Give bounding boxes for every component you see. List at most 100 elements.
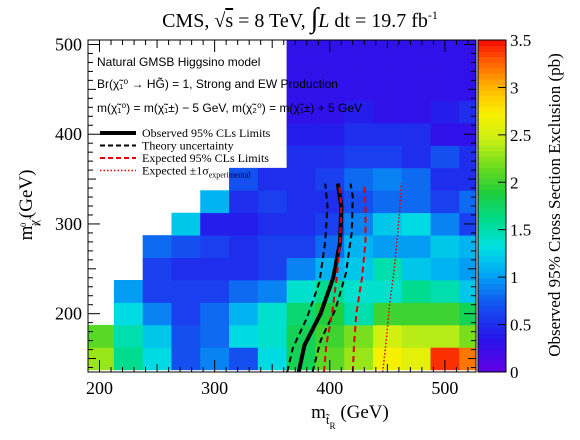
- curve-theory-low: [286, 183, 329, 373]
- x-axis-label: mt̃R (GeV): [311, 402, 389, 431]
- heatmap-cell: [229, 347, 259, 371]
- heatmap-cell: [430, 123, 460, 146]
- y-label-main: m: [16, 225, 37, 240]
- heatmap-cell: [344, 167, 374, 191]
- heatmap-cell: [372, 55, 403, 79]
- heatmap-cell: [401, 280, 431, 303]
- x-tick-label: 300: [201, 378, 228, 398]
- y-label-subsup: 0: [19, 223, 28, 227]
- colorbar-segment: [478, 366, 506, 373]
- colorbar-segment: [478, 244, 506, 251]
- x-label-subsub: R: [330, 421, 336, 431]
- heatmap-cell: [430, 347, 460, 371]
- heatmap-cell: [315, 145, 345, 169]
- colorbar-segment: [478, 67, 506, 74]
- heatmap-cell: [430, 100, 460, 124]
- colorbar-segment: [478, 217, 506, 224]
- heatmap-cell: [344, 347, 374, 371]
- heatmap-cells: [88, 40, 477, 371]
- heatmap-cell: [459, 324, 477, 348]
- heatmap-cell: [372, 40, 403, 57]
- heatmap-cell: [344, 190, 374, 214]
- colorbar-segment: [478, 200, 506, 207]
- colorbar-segment: [478, 327, 506, 334]
- heatmap-cell: [229, 212, 259, 236]
- colorbar-segment: [478, 194, 506, 201]
- colorbar-segment: [478, 73, 506, 80]
- colorbar-frame: [477, 39, 507, 373]
- legend-label-expected: Expected 95% CLs Limits: [142, 151, 269, 165]
- x-tick-label: 400: [316, 378, 343, 398]
- heatmap-cell: [372, 235, 403, 258]
- heatmap-cell: [459, 190, 477, 214]
- legend-label-theory: Theory uncertainty: [142, 139, 234, 153]
- colorbar-segment: [478, 250, 506, 257]
- heatmap-cell: [430, 324, 460, 348]
- x-tick-label: 500: [431, 378, 458, 398]
- x-label-main: m: [311, 402, 326, 423]
- heatmap-cell: [257, 347, 288, 371]
- colorbar-tick-label: 0.5: [510, 316, 531, 335]
- colorbar-segment: [478, 161, 506, 168]
- colorbar-tick-label: 1.5: [510, 221, 531, 240]
- heatmap-cell: [286, 123, 316, 146]
- heatmap-cell: [200, 302, 230, 326]
- y-tick-label: 200: [55, 304, 82, 324]
- colorbar-segment: [478, 189, 506, 196]
- heatmap-cell: [142, 235, 172, 258]
- colorbar-tick-label: 0: [510, 363, 519, 382]
- heatmap-cell: [171, 347, 201, 371]
- heatmap-cell: [142, 324, 172, 348]
- heatmap-cell: [257, 212, 288, 236]
- heatmap-cell: [171, 280, 201, 303]
- heatmap-cell: [229, 302, 259, 326]
- heatmap-cell: [286, 324, 316, 348]
- heatmap-cell: [88, 347, 115, 371]
- y-label-unit: (GeV): [16, 170, 37, 223]
- colorbar-segment: [478, 239, 506, 246]
- heatmap-cell: [344, 100, 374, 124]
- title-prefix: CMS,: [162, 10, 214, 32]
- colorbar-tick-label: 3: [510, 78, 519, 97]
- legend-label-observed: Observed 95% CLs Limits: [142, 126, 271, 140]
- heatmap-cell: [430, 235, 460, 258]
- colorbar-segment: [478, 305, 506, 312]
- heatmap-cell: [401, 324, 431, 348]
- model-line-3: m(χ̃₁⁰) = m(χ̃₁±) − 5 GeV, m(χ̃₂⁰) = m(χ…: [97, 101, 362, 115]
- heatmap-cell: [315, 123, 345, 146]
- heatmap-cell: [401, 40, 431, 57]
- heatmap-cell: [229, 190, 259, 214]
- y-tick-label: 300: [55, 214, 82, 234]
- colorbar-segment: [478, 322, 506, 329]
- heatmap-cell: [200, 257, 230, 281]
- heatmap-cell: [430, 302, 460, 326]
- heatmap-cell: [372, 347, 403, 371]
- heatmap-cell: [372, 100, 403, 124]
- heatmap-cell: [430, 257, 460, 281]
- heatmap-cell: [372, 302, 403, 326]
- heatmap-cell: [459, 347, 477, 371]
- colorbar-segment: [478, 233, 506, 240]
- heatmap-cell: [200, 324, 230, 348]
- colorbar-segment: [478, 89, 506, 96]
- heatmap-cell: [344, 40, 374, 57]
- heatmap-cell: [401, 123, 431, 146]
- heatmap-cell: [401, 235, 431, 258]
- heatmap-cell: [286, 40, 316, 57]
- heatmap-cell: [142, 257, 172, 281]
- colorbar-segment: [478, 283, 506, 290]
- heatmap-cell: [200, 190, 230, 214]
- heatmap-cell: [286, 100, 316, 124]
- heatmap-cell: [229, 280, 259, 303]
- curve-theory-high: [311, 183, 354, 373]
- heatmap-cell: [315, 212, 345, 236]
- colorbar-segment: [478, 40, 506, 47]
- colorbar-tick-label: 2: [510, 173, 519, 192]
- heatmap-cell: [430, 145, 460, 169]
- heatmap-cell: [257, 280, 288, 303]
- heatmap-cell: [200, 347, 230, 371]
- curve-observed: [296, 183, 344, 373]
- colorbar-segment: [478, 95, 506, 102]
- heatmap-cell: [401, 347, 431, 371]
- heatmap-cell: [286, 78, 316, 101]
